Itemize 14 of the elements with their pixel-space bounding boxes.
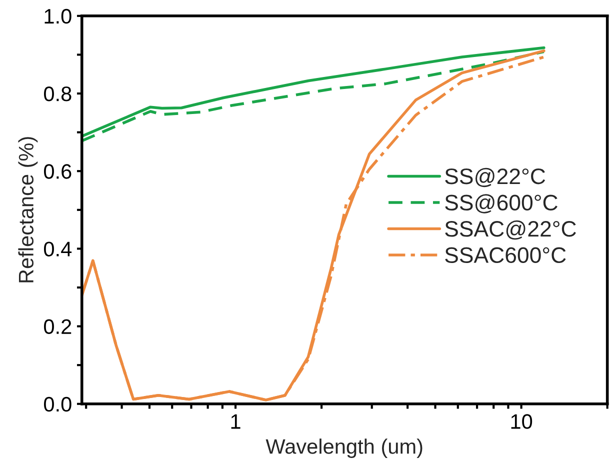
y-tick-label: 0.2 [44,319,72,334]
y-axis-title: Reflectance (%) [18,137,38,282]
y-tick-label: 1.0 [44,8,72,24]
legend-label: SS@22°C [445,168,546,188]
y-tick-label: 0.0 [44,396,72,412]
x-tick-label: 1 [231,414,240,429]
legend-label: SSAC@22°C [445,220,576,240]
y-tick-label: 0.4 [44,242,72,256]
x-tick-label: 10 [511,414,532,429]
x-axis-title: Wavelength (um) [266,438,422,458]
legend-label: SSAC600°C [445,247,566,264]
y-tick-label: 0.8 [44,86,72,102]
y-tick-label: 0.6 [44,164,72,179]
legend-label: SS@600°C [445,194,558,214]
